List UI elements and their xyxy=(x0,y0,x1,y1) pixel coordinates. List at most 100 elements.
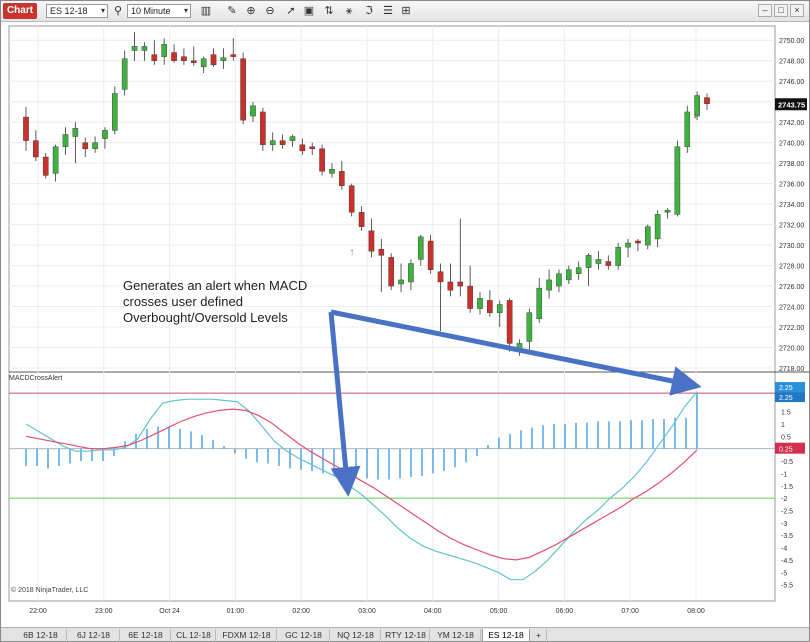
macd-tick-label: -1 xyxy=(781,471,787,478)
candle-up xyxy=(141,46,148,51)
macd-tick-label: -4.5 xyxy=(781,558,793,565)
candle-down xyxy=(427,240,434,270)
candle-up xyxy=(220,57,227,61)
macd-tick-label: 0.5 xyxy=(781,434,791,441)
instrument-tab[interactable]: CL 12-18 xyxy=(172,629,216,642)
candle-down xyxy=(190,60,197,63)
instrument-tab[interactable]: YM 12-18 xyxy=(431,629,481,642)
drawing-tools-icon[interactable]: ⊞ xyxy=(401,5,411,17)
buy-alert-arrow-icon: ↑ xyxy=(350,247,355,258)
instrument-tab[interactable]: 6B 12-18 xyxy=(15,629,67,642)
candle-up xyxy=(654,214,661,240)
time-tick-label: 03:00 xyxy=(358,608,376,615)
zoom-out-icon[interactable]: ⊖ xyxy=(265,5,275,17)
alert-arrow-oversold xyxy=(328,311,361,497)
candle-up xyxy=(694,95,700,117)
indicator-icon[interactable]: ⚹ xyxy=(345,5,353,17)
overbought-value-badge xyxy=(775,392,805,403)
chart-toolbar: Chart ES 12-18 ▾ ⚲ 10 Minute ▾ ▥ ✎ ⊕ ⊖ ➚… xyxy=(1,1,809,22)
macd-tick-label: 1.5 xyxy=(781,410,791,417)
price-tick-label: 2728.00 xyxy=(779,264,804,271)
add-tab-button[interactable]: + xyxy=(531,629,547,642)
macd-tick-label: -5.5 xyxy=(781,583,793,590)
minimize-button[interactable]: – xyxy=(758,4,772,17)
instrument-tab[interactable]: NQ 12-18 xyxy=(331,629,381,642)
search-icon[interactable]: ⚲ xyxy=(113,5,123,17)
chart-title-tab[interactable]: Chart xyxy=(3,3,37,19)
indicator-name-label: MACDCrossAlert xyxy=(9,375,62,382)
price-tick-label: 2748.00 xyxy=(779,59,804,66)
price-tick-label: 2746.00 xyxy=(779,79,804,86)
bar-type-icon[interactable]: ▥ xyxy=(200,5,212,17)
signal-line xyxy=(25,408,698,561)
candle-up xyxy=(131,46,138,51)
candle-down xyxy=(487,300,493,313)
annotation-line-1: Generates an alert when MACD xyxy=(123,278,307,293)
price-tick-label: 2726.00 xyxy=(779,284,804,291)
price-tick-label: 2738.00 xyxy=(779,161,804,168)
macd-tick-label: -5 xyxy=(781,570,787,577)
candle-down xyxy=(309,146,316,150)
list-icon[interactable]: ☰ xyxy=(383,5,393,17)
candle-down xyxy=(388,257,394,287)
candle-up xyxy=(121,58,128,90)
instrument-tab[interactable]: 6E 12-18 xyxy=(121,629,171,642)
candle-up xyxy=(62,134,69,147)
properties-icon[interactable]: ℑ xyxy=(365,5,373,17)
instrument-tab[interactable]: 6J 12-18 xyxy=(68,629,120,642)
time-tick-label: Oct 24 xyxy=(159,608,180,615)
candle-up xyxy=(408,263,414,283)
strategy-icon[interactable]: ⇅ xyxy=(324,5,334,17)
instrument-tab[interactable]: FDXM 12-18 xyxy=(217,629,277,642)
candle-down xyxy=(339,171,345,186)
candle-up xyxy=(664,210,671,213)
close-button[interactable]: × xyxy=(790,4,804,17)
price-tick-label: 2742.00 xyxy=(779,120,804,127)
candle-down xyxy=(506,300,513,344)
interval-selector[interactable]: 10 Minute ▾ xyxy=(127,4,191,18)
candle-down xyxy=(33,140,39,158)
macd-tick-label: -4 xyxy=(781,546,787,553)
candle-down xyxy=(358,212,365,227)
price-tick-label: 2720.00 xyxy=(779,346,804,353)
candle-down xyxy=(467,285,473,309)
instrument-tab[interactable]: ES 12-18 xyxy=(482,629,530,642)
time-tick-label: 05:00 xyxy=(490,608,508,615)
instrument-selector[interactable]: ES 12-18 ▾ xyxy=(46,4,108,18)
annotation-layer: Generates an alert when MACD crosses use… xyxy=(9,278,702,594)
instrument-tab-bar: 6B 12-18 6J 12-18 6E 12-18 CL 12-18 FDXM 12-… xyxy=(1,627,809,642)
candle-up xyxy=(496,304,503,313)
candle-down xyxy=(82,142,89,150)
candle-down xyxy=(704,97,710,104)
macd-tick-label: -0.5 xyxy=(781,459,793,466)
candle-down xyxy=(319,148,325,172)
candle-down xyxy=(447,281,454,291)
candle-up xyxy=(269,140,276,145)
zoom-in-icon[interactable]: ⊕ xyxy=(246,5,256,17)
macd-tick-label: -2 xyxy=(781,496,787,503)
price-tick-label: 2734.00 xyxy=(779,202,804,209)
macd-tick-label: -3.5 xyxy=(781,533,793,540)
candle-up xyxy=(556,273,562,287)
data-box-icon[interactable]: ▣ xyxy=(303,5,315,17)
candle-down xyxy=(181,56,187,61)
candle-up xyxy=(566,269,572,281)
chart-canvas[interactable]: ↑↓ 2750.002748.002746.002744.002742.0027… xyxy=(1,22,809,626)
pointer-icon[interactable]: ➚ xyxy=(286,5,296,17)
candle-up xyxy=(595,259,602,264)
zero-value-badge xyxy=(775,442,805,454)
candle-up xyxy=(92,142,98,150)
candle-down xyxy=(230,54,237,57)
candle-up xyxy=(52,146,59,174)
candle-down xyxy=(260,111,266,145)
instrument-tab[interactable]: RTY 12-18 xyxy=(382,629,430,642)
pencil-icon[interactable]: ✎ xyxy=(227,5,237,17)
chevron-down-icon: ▾ xyxy=(183,6,188,15)
time-tick-label: 04:00 xyxy=(424,608,442,615)
instrument-tab[interactable]: GC 12-18 xyxy=(278,629,330,642)
maximize-button[interactable]: □ xyxy=(774,4,788,17)
candle-up xyxy=(575,267,582,274)
candle-up xyxy=(102,130,108,139)
zero-value-label: 0.25 xyxy=(779,447,793,454)
